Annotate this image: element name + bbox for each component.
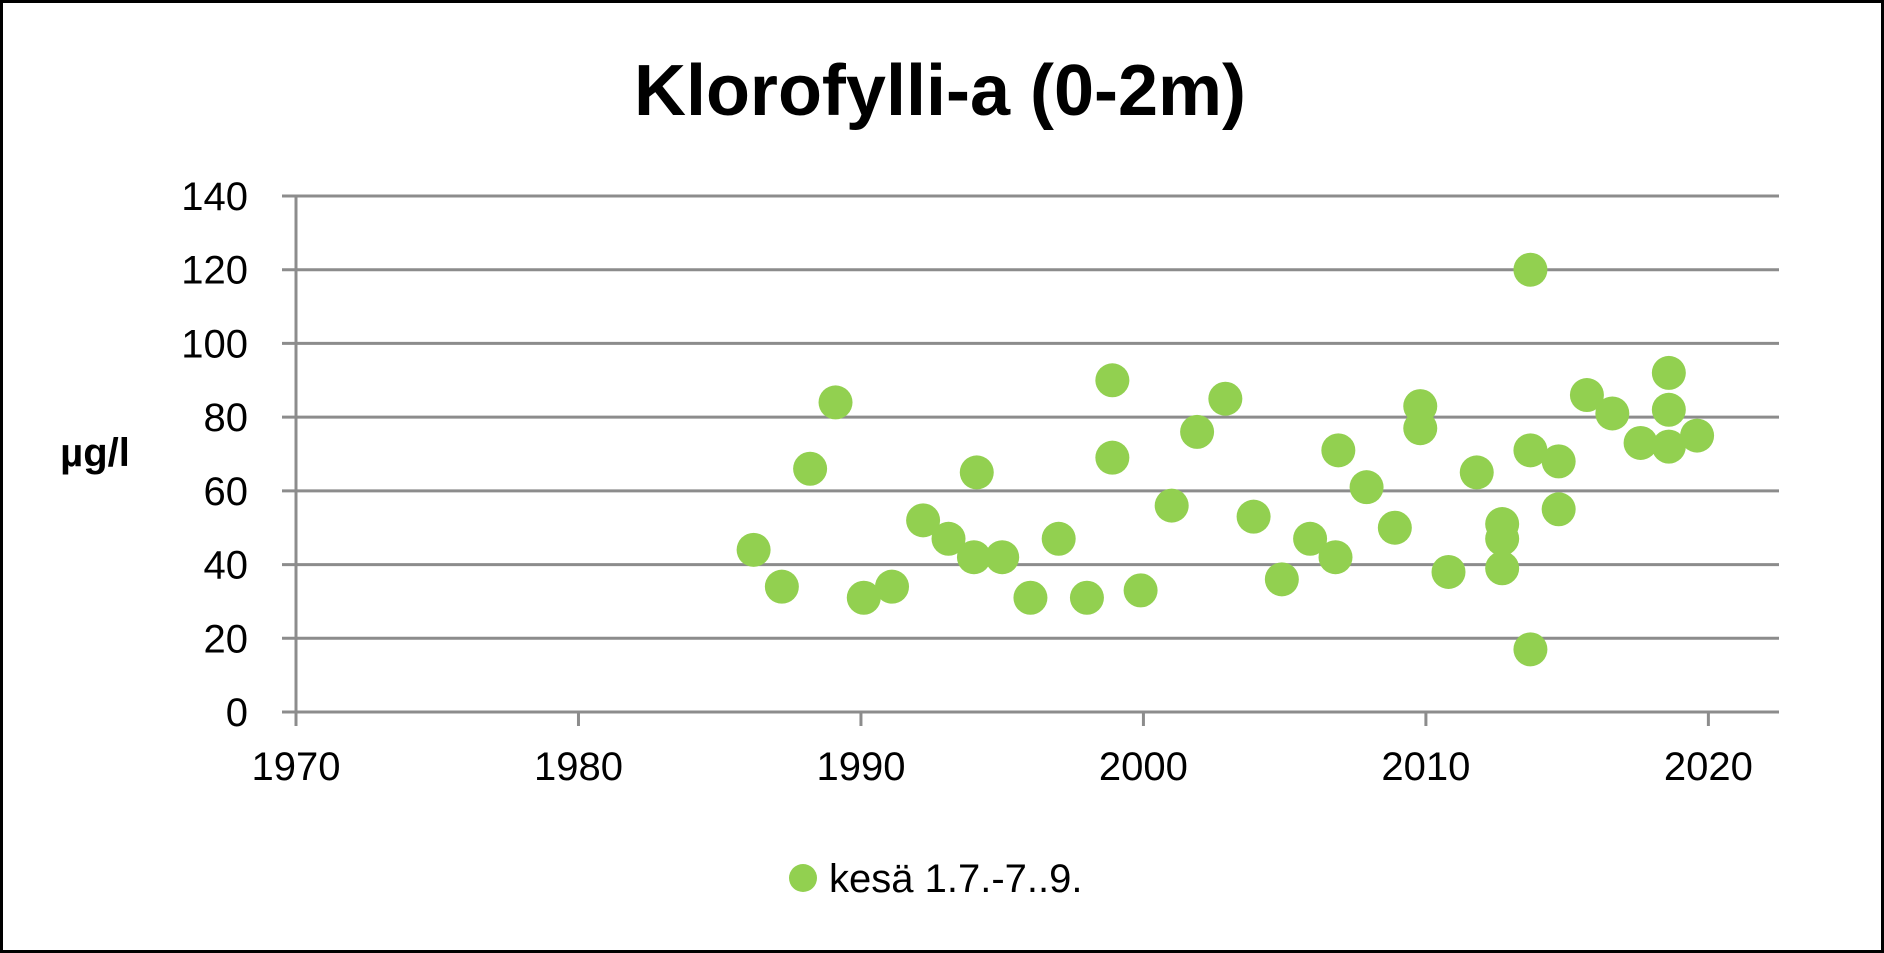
- x-tick-label: 1970: [252, 745, 341, 789]
- data-point: [1264, 562, 1299, 597]
- y-tick-label: 120: [181, 249, 248, 293]
- data-point: [1513, 252, 1548, 287]
- data-point: [906, 503, 941, 538]
- data-point: [1236, 499, 1271, 534]
- y-tick-label: 40: [204, 544, 249, 588]
- x-tick-labels: 1970 1980 1990 2000 2010 2020: [252, 745, 1753, 789]
- x-tick-label: 2020: [1664, 745, 1753, 789]
- data-point: [1403, 411, 1438, 446]
- data-point: [1623, 425, 1658, 460]
- legend-marker: [789, 864, 817, 892]
- data-point: [959, 455, 994, 490]
- data-point: [1180, 414, 1215, 449]
- legend: kesä 1.7.-7..9.: [789, 857, 1082, 901]
- data-point: [1595, 396, 1630, 431]
- data-point: [1013, 580, 1048, 615]
- data-point: [1095, 363, 1130, 398]
- x-tick-label: 2010: [1381, 745, 1470, 789]
- data-point: [1541, 492, 1576, 527]
- data-point: [736, 532, 771, 567]
- data-point: [1318, 540, 1353, 575]
- y-tick-label: 100: [181, 322, 248, 366]
- x-tick-label: 1980: [534, 745, 623, 789]
- y-tick-label: 140: [181, 175, 248, 219]
- data-point: [931, 521, 966, 556]
- axes: [282, 196, 1779, 726]
- x-tick-label: 2000: [1099, 745, 1188, 789]
- data-point: [818, 385, 853, 420]
- data-point: [1123, 573, 1158, 608]
- data-point: [1513, 632, 1548, 667]
- data-point: [764, 569, 799, 604]
- data-point: [1349, 470, 1384, 505]
- data-point: [1651, 429, 1686, 464]
- legend-label: kesä 1.7.-7..9.: [829, 857, 1082, 901]
- y-tick-label: 80: [204, 396, 249, 440]
- y-tick-label: 0: [226, 691, 248, 735]
- data-point: [846, 580, 881, 615]
- data-point: [1485, 551, 1520, 586]
- y-tick-labels: 0 20 40 60 80 100 120 140: [181, 175, 248, 735]
- data-point: [1321, 433, 1356, 468]
- data-points: [736, 252, 1715, 667]
- data-point: [1208, 381, 1243, 416]
- data-point: [1651, 355, 1686, 390]
- data-point: [1154, 488, 1189, 523]
- data-point: [956, 540, 991, 575]
- data-point: [1541, 444, 1576, 479]
- data-point: [1485, 521, 1520, 556]
- data-point: [1459, 455, 1494, 490]
- data-point: [1095, 440, 1130, 475]
- data-point: [1041, 521, 1076, 556]
- data-point: [1680, 418, 1715, 453]
- data-point: [1069, 580, 1104, 615]
- data-point: [1431, 554, 1466, 589]
- data-point: [1569, 378, 1604, 413]
- gridlines: [282, 194, 1779, 640]
- data-point: [793, 451, 828, 486]
- x-tick-label: 1990: [816, 745, 905, 789]
- data-point: [1513, 433, 1548, 468]
- data-point: [875, 569, 910, 604]
- data-point: [1651, 392, 1686, 427]
- y-axis-label: µg/l: [60, 431, 130, 475]
- y-tick-label: 20: [204, 617, 249, 661]
- chart-title: Klorofylli-a (0-2m): [634, 51, 1246, 131]
- data-point: [1293, 521, 1328, 556]
- data-point: [1377, 510, 1412, 545]
- y-tick-label: 60: [204, 470, 249, 514]
- data-point: [985, 540, 1020, 575]
